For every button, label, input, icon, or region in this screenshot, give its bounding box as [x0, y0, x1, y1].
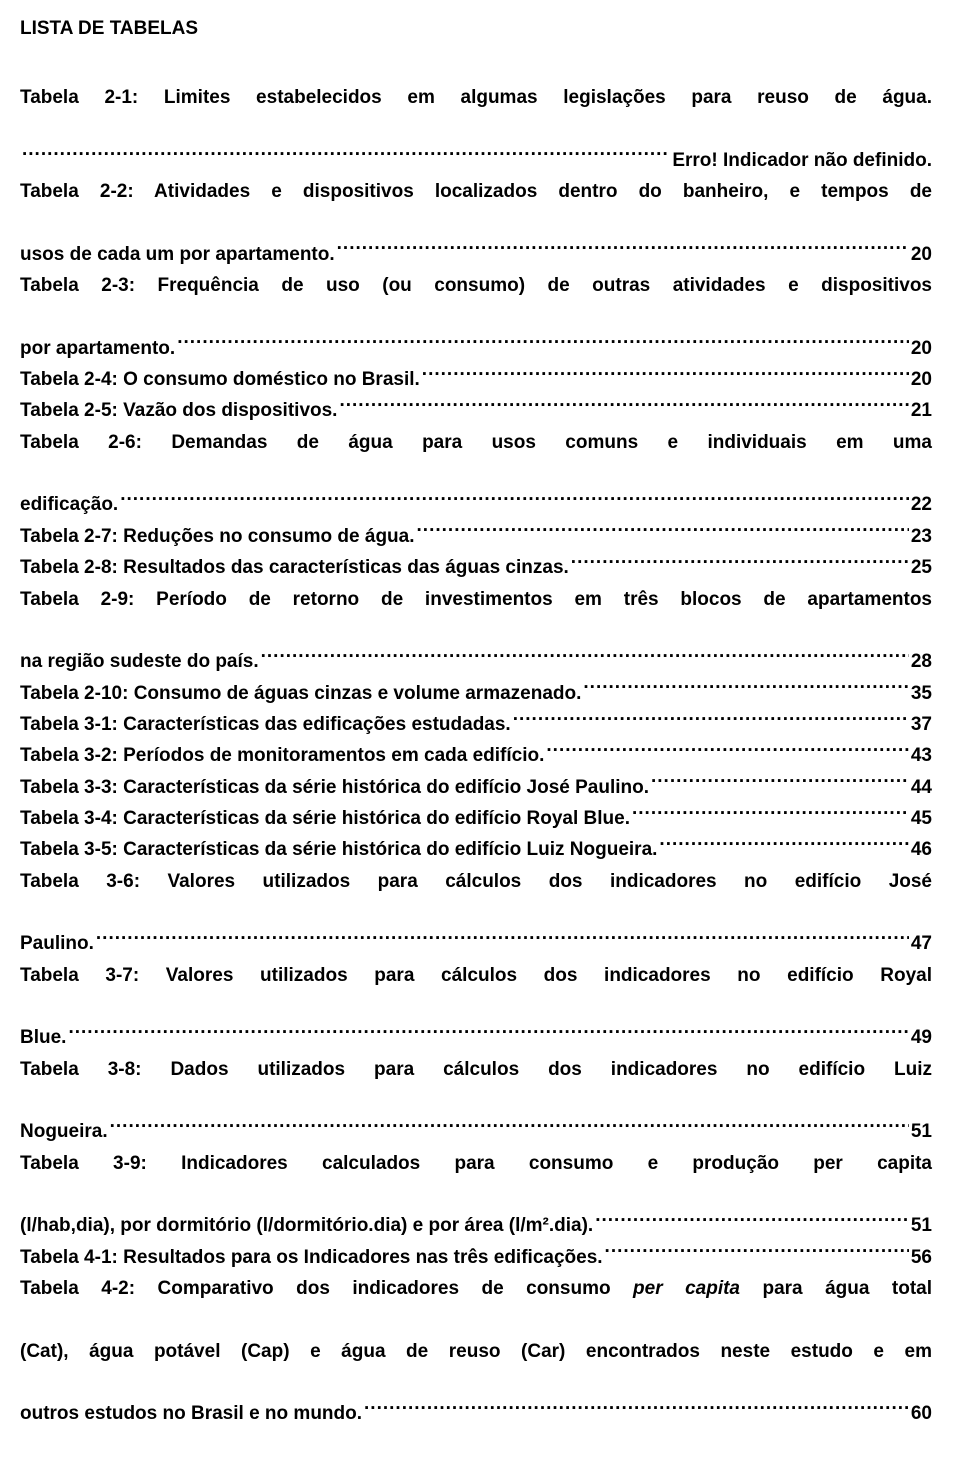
toc-leader — [339, 397, 908, 416]
toc-entry-label: Blue. — [20, 1022, 66, 1053]
toc-entry: Erro! Indicador não definido. — [20, 145, 932, 176]
toc-entry-label: Nogueira. — [20, 1116, 108, 1147]
toc-entry: Tabela 3-1: Características das edificaç… — [20, 709, 932, 740]
toc-entry-label: Tabela 2-8: Resultados das característic… — [20, 552, 569, 583]
toc-page-number: 56 — [911, 1242, 932, 1273]
toc-entry-line: Tabela 2-9: Período de retorno de invest… — [20, 584, 932, 647]
toc-entry-line: Tabela 2-2: Atividades e dispositivos lo… — [20, 176, 932, 239]
toc-entry: edificação. 22 — [20, 489, 932, 520]
toc-entry-label: Tabela 2-7: Reduções no consumo de água. — [20, 521, 415, 552]
toc-entry: Tabela 2-7: Reduções no consumo de água.… — [20, 521, 932, 552]
toc-page-number: Erro! Indicador não definido. — [672, 145, 932, 176]
toc-entry-label: Tabela 2-4: O consumo doméstico no Brasi… — [20, 364, 420, 395]
toc-entry-label: Tabela 3-1: Características das edificaç… — [20, 709, 511, 740]
toc-entry: Tabela 3-2: Períodos de monitoramentos e… — [20, 740, 932, 771]
toc-leader — [546, 742, 908, 761]
toc-page-number: 23 — [911, 521, 932, 552]
toc-page-number: 20 — [911, 333, 932, 364]
toc-leader — [571, 554, 909, 573]
toc-entry-label: Paulino. — [20, 928, 94, 959]
toc-entry-line: Tabela 3-6: Valores utilizados para cálc… — [20, 866, 932, 929]
toc-entry: (l/hab,dia), por dormitório (l/dormitóri… — [20, 1210, 932, 1241]
toc-page-number: 21 — [911, 395, 932, 426]
toc-entry: Blue. 49 — [20, 1022, 932, 1053]
toc-entry-label: Tabela 3-5: Características da série his… — [20, 834, 657, 865]
toc-entry-label: Tabela 4-1: Resultados para os Indicador… — [20, 1242, 603, 1273]
toc-leader — [96, 930, 909, 949]
toc-entry: Tabela 2-8: Resultados das característic… — [20, 552, 932, 583]
toc-entry: Tabela 2-10: Consumo de águas cinzas e v… — [20, 678, 932, 709]
toc-leader — [513, 711, 909, 730]
toc-entry: na região sudeste do país. 28 — [20, 646, 932, 677]
toc-entry: Tabela 3-3: Características da série his… — [20, 772, 932, 803]
toc-page-number: 20 — [911, 239, 932, 270]
toc-entry-line: Tabela 3-9: Indicadores calculados para … — [20, 1148, 932, 1211]
toc-entry-line: (Cat), água potável (Cap) e água de reus… — [20, 1336, 932, 1399]
toc-leader — [659, 836, 908, 855]
toc-leader — [422, 366, 909, 385]
toc-leader — [632, 805, 909, 824]
toc-page-number: 20 — [911, 364, 932, 395]
toc-entry: Tabela 3-5: Características da série his… — [20, 834, 932, 865]
toc-entry-line: Tabela 4-2: Comparativo dos indicadores … — [20, 1273, 932, 1336]
toc-entry-label: usos de cada um por apartamento. — [20, 239, 335, 270]
toc-page-number: 47 — [911, 928, 932, 959]
toc-leader — [417, 523, 909, 542]
toc-leader — [22, 147, 670, 166]
toc-leader — [68, 1024, 908, 1043]
toc-entry: por apartamento. 20 — [20, 333, 932, 364]
toc-entry: Tabela 3-4: Características da série his… — [20, 803, 932, 834]
toc-leader — [337, 241, 909, 260]
toc-entry-label: (l/hab,dia), por dormitório (l/dormitóri… — [20, 1210, 593, 1241]
toc-page-number: 44 — [911, 772, 932, 803]
toc-entry: Tabela 2-5: Vazão dos dispositivos. 21 — [20, 395, 932, 426]
toc-leader — [110, 1118, 909, 1137]
toc-leader — [583, 680, 908, 699]
toc-entry-line: Tabela 2-1: Limites estabelecidos em alg… — [20, 82, 932, 145]
toc-entry: Paulino. 47 — [20, 928, 932, 959]
toc-page-number: 35 — [911, 678, 932, 709]
toc-page-number: 49 — [911, 1022, 932, 1053]
toc-entry-label: edificação. — [20, 489, 118, 520]
toc-entry-label: na região sudeste do país. — [20, 646, 259, 677]
toc-entry: Tabela 4-1: Resultados para os Indicador… — [20, 1242, 932, 1273]
toc-page-number: 22 — [911, 489, 932, 520]
toc-page-number: 43 — [911, 740, 932, 771]
toc-entry-label: Tabela 2-10: Consumo de águas cinzas e v… — [20, 678, 581, 709]
toc-leader — [120, 491, 909, 510]
toc-entry-line: Tabela 3-8: Dados utilizados para cálcul… — [20, 1054, 932, 1117]
toc-page-number: 51 — [911, 1210, 932, 1241]
toc-entry-label: outros estudos no Brasil e no mundo. — [20, 1398, 362, 1429]
toc-entry-line: Tabela 3-7: Valores utilizados para cálc… — [20, 960, 932, 1023]
toc-leader — [261, 648, 909, 667]
toc-leader — [177, 335, 909, 354]
toc-page-number: 46 — [911, 834, 932, 865]
toc-entry-label: Tabela 3-3: Características da série his… — [20, 772, 649, 803]
toc-leader — [605, 1244, 909, 1263]
toc-leader — [364, 1400, 909, 1419]
toc-entry-label: Tabela 2-5: Vazão dos dispositivos. — [20, 395, 337, 426]
toc-entry: outros estudos no Brasil e no mundo. 60 — [20, 1398, 932, 1429]
toc-entry: Tabela 2-4: O consumo doméstico no Brasi… — [20, 364, 932, 395]
toc-entry-label: Tabela 3-4: Características da série his… — [20, 803, 630, 834]
toc-page-number: 51 — [911, 1116, 932, 1147]
toc-page-number: 45 — [911, 803, 932, 834]
toc-entry-label: Tabela 3-2: Períodos de monitoramentos e… — [20, 740, 544, 771]
toc-page-number: 60 — [911, 1398, 932, 1429]
page-title: LISTA DE TABELAS — [20, 18, 932, 40]
toc-entry-line: Tabela 2-3: Frequência de uso (ou consum… — [20, 270, 932, 333]
table-of-contents: Tabela 2-1: Limites estabelecidos em alg… — [20, 82, 932, 1430]
toc-entry: Nogueira. 51 — [20, 1116, 932, 1147]
toc-page-number: 25 — [911, 552, 932, 583]
toc-leader — [595, 1212, 909, 1231]
toc-entry: usos de cada um por apartamento. 20 — [20, 239, 932, 270]
toc-page-number: 28 — [911, 646, 932, 677]
toc-entry-line: Tabela 2-6: Demandas de água para usos c… — [20, 427, 932, 490]
toc-entry-label: por apartamento. — [20, 333, 175, 364]
toc-page-number: 37 — [911, 709, 932, 740]
toc-leader — [651, 774, 909, 793]
